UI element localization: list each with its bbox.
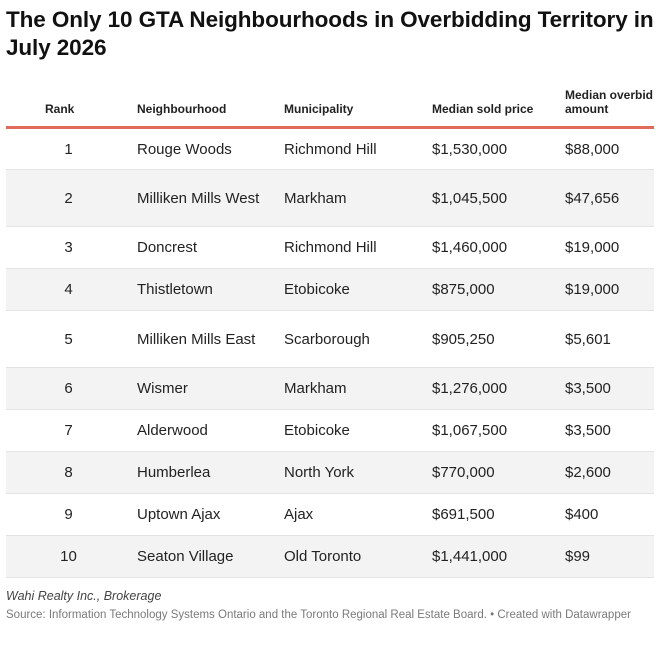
cell-median-sold-price: $1,460,000 (432, 239, 508, 256)
chart-container: The Only 10 GTA Neighbourhoods in Overbi… (6, 7, 654, 623)
cell-neighbourhood: Milliken Mills East (137, 330, 256, 348)
source-note: Source: Information Technology Systems O… (6, 609, 631, 621)
cell-median-overbid: $400 (565, 506, 599, 523)
cell-rank: 1 (64, 140, 73, 158)
cell-median-overbid: $5,601 (565, 330, 611, 348)
table-header-row: Rank Neighbourhood Municipality Median s… (6, 88, 654, 128)
cell-rank: 5 (64, 330, 73, 348)
cell-median-overbid: $19,000 (565, 239, 620, 256)
cell-median-sold-price: $1,067,500 (432, 422, 508, 439)
cell-neighbourhood: Wismer (137, 380, 188, 397)
table-row: 8 Humberlea North York $770,000 $2,600 (6, 451, 654, 494)
cell-rank: 6 (64, 380, 73, 397)
cell-municipality: Scarborough (284, 330, 370, 348)
cell-median-overbid: $2,600 (565, 464, 611, 481)
cell-neighbourhood: Thistletown (137, 281, 213, 298)
cell-rank: 3 (64, 239, 73, 256)
cell-median-sold-price: $1,441,000 (432, 548, 508, 565)
data-table: Rank Neighbourhood Municipality Median s… (6, 88, 654, 578)
column-header-median-overbid: Median overbid amount (565, 88, 654, 116)
column-header-neighbourhood: Neighbourhood (137, 102, 227, 116)
column-header-rank: Rank (45, 102, 75, 116)
table-row: 7 Alderwood Etobicoke $1,067,500 $3,500 (6, 410, 654, 452)
cell-municipality: Richmond Hill (284, 140, 377, 158)
table-row: 5 Milliken Mills East Scarborough $905,250 $… (6, 311, 654, 368)
table-row: 1 Rouge Woods Richmond Hill $1,530,000 $88,0… (6, 128, 654, 170)
column-header-municipality: Municipality (284, 102, 354, 116)
table-body: 1 Rouge Woods Richmond Hill $1,530,000 $88,0… (6, 128, 654, 578)
table-row: 2 Milliken Mills West Markham $1,045,500 $47… (6, 169, 654, 227)
cell-municipality: North York (284, 464, 355, 481)
table-row: 9 Uptown Ajax Ajax $691,500 $400 (6, 494, 654, 536)
cell-median-sold-price: $905,250 (432, 330, 495, 348)
cell-rank: 8 (64, 464, 73, 481)
cell-median-overbid: $3,500 (565, 380, 611, 397)
chart-title: The Only 10 GTA Neighbourhoods in Overbi… (6, 7, 654, 60)
cell-rank: 4 (64, 281, 73, 298)
column-header-median-sold-price: Median sold price (432, 102, 534, 116)
cell-median-overbid: $99 (565, 548, 591, 565)
cell-municipality: Richmond Hill (284, 239, 377, 256)
cell-neighbourhood: Milliken Mills West (137, 189, 260, 207)
table-row: 3 Doncrest Richmond Hill $1,460,000 $19,000 (6, 227, 654, 269)
cell-neighbourhood: Doncrest (137, 239, 198, 256)
cell-median-sold-price: $875,000 (432, 281, 495, 298)
cell-neighbourhood: Alderwood (137, 422, 208, 439)
footer: Wahi Realty Inc., Brokerage Source: Info… (6, 587, 654, 623)
table-row: 6 Wismer Markham $1,276,000 $3,500 (6, 367, 654, 410)
table-row: 4 Thistletown Etobicoke $875,000 $19,000 (6, 268, 654, 311)
cell-rank: 2 (64, 189, 73, 207)
cell-median-sold-price: $1,045,500 (432, 189, 508, 207)
cell-median-sold-price: $691,500 (432, 506, 495, 523)
cell-median-sold-price: $1,276,000 (432, 380, 508, 397)
cell-median-overbid: $19,000 (565, 281, 620, 298)
cell-municipality: Etobicoke (284, 281, 350, 298)
cell-rank: 10 (60, 548, 77, 565)
cell-municipality: Etobicoke (284, 422, 350, 439)
cell-median-overbid: $3,500 (565, 422, 611, 439)
cell-neighbourhood: Seaton Village (137, 548, 234, 565)
cell-municipality: Ajax (284, 506, 314, 523)
cell-rank: 7 (64, 422, 73, 439)
cell-neighbourhood: Rouge Woods (137, 140, 232, 158)
cell-median-overbid: $47,656 (565, 189, 620, 207)
cell-median-sold-price: $1,530,000 (432, 140, 508, 158)
brand-note: Wahi Realty Inc., Brokerage (6, 589, 162, 603)
table-row: 10 Seaton Village Old Toronto $1,441,000 $99 (6, 535, 654, 578)
cell-neighbourhood: Uptown Ajax (137, 506, 221, 523)
cell-median-sold-price: $770,000 (432, 464, 495, 481)
cell-rank: 9 (64, 506, 73, 523)
cell-municipality: Markham (284, 189, 347, 207)
cell-municipality: Old Toronto (284, 548, 362, 565)
cell-municipality: Markham (284, 380, 347, 397)
cell-neighbourhood: Humberlea (137, 464, 211, 481)
cell-median-overbid: $88,000 (565, 140, 620, 158)
